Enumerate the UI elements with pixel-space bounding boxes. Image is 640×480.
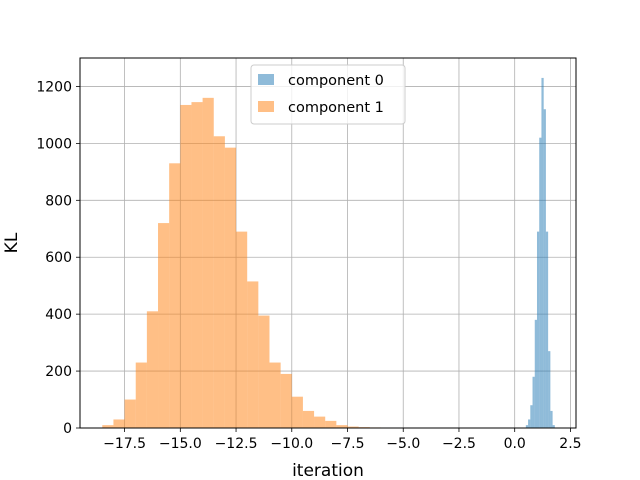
bar-series-0-bin-8 — [543, 109, 546, 428]
plot-frame — [79, 57, 577, 429]
bar-series-0-bin-0 — [525, 425, 529, 428]
y-axis-ticks: 0 200 400 600 800 1000 1200 — [36, 79, 80, 437]
x-axis-ticks: −17.5 −15.0 −12.5 −10.0 −7.5 −5.0 −2.5 0.0 2.5 — [103, 428, 582, 452]
legend-box — [250, 64, 406, 125]
y-tick-label-3: 600 — [45, 250, 72, 266]
bar-series-0-bin-9 — [545, 231, 549, 428]
x-tick-label-3: −10.0 — [270, 436, 313, 452]
x-tick-label-8: 2.5 — [559, 436, 581, 452]
bar-series-0-bin-7 — [541, 77, 544, 428]
x-tick-label-1: −15.0 — [159, 436, 202, 452]
bar-series-1-bin-13 — [247, 281, 259, 428]
y-tick-label-1: 200 — [45, 364, 72, 380]
bar-series-0-bin-5 — [536, 231, 540, 428]
y-tick-label-6: 1200 — [36, 79, 72, 95]
legend-label-component-1: component 1 — [288, 100, 384, 116]
bar-series-1-bin-12 — [236, 231, 248, 428]
bar-series-0-bin-3 — [532, 376, 535, 428]
bar-series-1-bin-6 — [169, 163, 181, 429]
x-tick-label-7: 0.0 — [504, 436, 526, 452]
bar-series-0-bin-6 — [539, 137, 542, 428]
legend-swatch-component-0 — [258, 74, 274, 85]
bar-series-1-bin-3 — [135, 362, 147, 428]
bar-series-0-bin-12 — [552, 425, 555, 428]
x-tick-label-4: −7.5 — [331, 436, 365, 452]
bar-series-1-bin-21 — [336, 425, 348, 428]
bar-series-1-bin-15 — [269, 362, 281, 428]
histogram-bars — [102, 77, 555, 429]
bar-series-1-bin-0 — [102, 425, 114, 428]
bar-series-1-bin-22 — [347, 426, 359, 428]
bar-series-1-bin-2 — [124, 399, 136, 428]
bar-series-1-bin-4 — [146, 311, 159, 428]
bar-series-0-bin-10 — [548, 351, 551, 428]
bar-series-0-bin-1 — [528, 419, 531, 428]
bar-series-1-bin-7 — [180, 104, 192, 428]
bar-series-1-bin-17 — [291, 396, 303, 428]
y-axis-label: KL — [2, 232, 22, 253]
bar-series-1-bin-14 — [258, 315, 270, 428]
bar-series-1-bin-19 — [314, 416, 326, 428]
legend-swatch-component-1 — [258, 101, 274, 112]
bar-series-1-bin-9 — [202, 97, 214, 428]
bar-series-1-bin-5 — [158, 223, 170, 428]
bar-series-1-bin-18 — [302, 410, 315, 428]
bar-series-0-bin-11 — [550, 410, 553, 428]
bar-series-1-bin-16 — [280, 373, 292, 428]
x-tick-label-5: −5.0 — [386, 436, 420, 452]
bar-series-1-bin-20 — [325, 420, 337, 428]
bar-series-1-bin-10 — [213, 136, 225, 428]
bar-series-0-bin-4 — [534, 319, 537, 428]
legend: component 0 component 1 — [250, 64, 406, 125]
bar-series-1-bin-11 — [224, 147, 237, 428]
y-tick-label-4: 800 — [45, 193, 72, 209]
x-axis-label: iteration — [292, 461, 364, 480]
bar-series-0-bin-2 — [530, 405, 533, 428]
x-tick-label-6: −2.5 — [442, 436, 476, 452]
bar-series-1-bin-8 — [191, 102, 203, 428]
y-tick-label-2: 400 — [45, 307, 72, 323]
y-tick-label-0: 0 — [63, 421, 72, 437]
x-tick-label-0: −17.5 — [103, 436, 146, 452]
y-tick-label-5: 1000 — [36, 136, 72, 152]
legend-label-component-0: component 0 — [288, 73, 384, 89]
x-tick-label-2: −12.5 — [215, 436, 258, 452]
bar-series-1-bin-1 — [113, 419, 125, 428]
